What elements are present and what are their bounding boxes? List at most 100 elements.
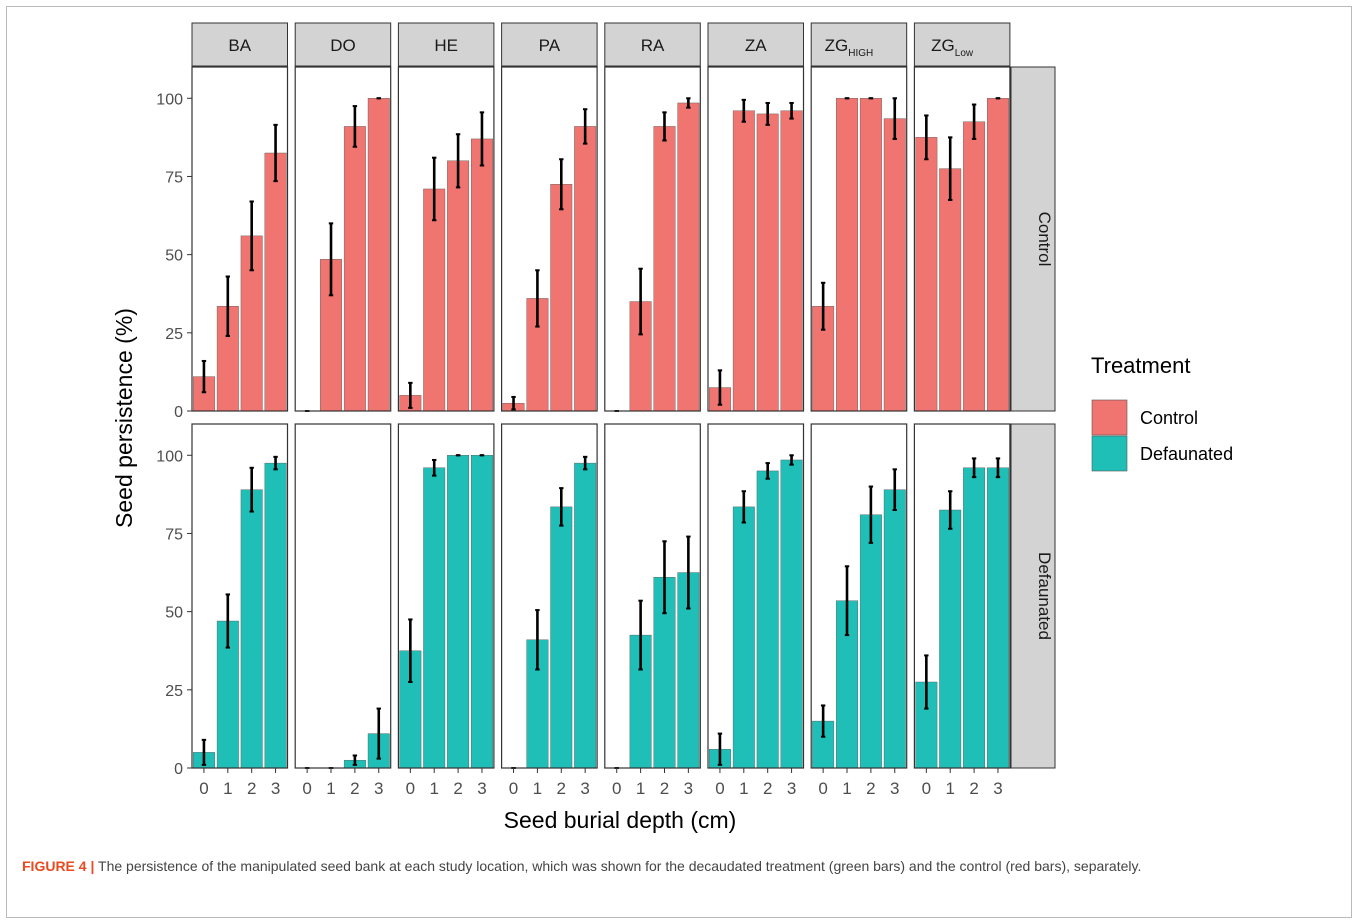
x-tick-label: 3 <box>374 779 383 798</box>
bar <box>447 160 470 412</box>
facet-label-main: DO <box>330 36 356 55</box>
y-tick-label: 25 <box>165 683 183 700</box>
facet-label-main: BA <box>228 36 251 55</box>
caption-text: The persistence of the manipulated seed … <box>98 858 1142 874</box>
facet-label-main: HE <box>434 36 458 55</box>
facet-label: BA <box>228 36 251 55</box>
bar <box>264 462 287 769</box>
facet-label-main: RA <box>641 36 665 55</box>
panel-border <box>501 423 598 769</box>
x-tick-label: 2 <box>453 779 462 798</box>
facet-label: ZA <box>745 36 767 55</box>
bar <box>859 98 882 412</box>
x-tick-label: 1 <box>533 779 542 798</box>
bar <box>264 152 287 412</box>
facet-strip <box>707 22 804 67</box>
facet-label: DO <box>330 36 356 55</box>
facet-strip <box>191 22 288 67</box>
facet-label-main: ZG <box>931 36 955 55</box>
x-tick-label: 1 <box>223 779 232 798</box>
x-tick-label: 0 <box>406 779 415 798</box>
y-tick-label: 25 <box>165 326 183 343</box>
panel-border <box>707 66 805 412</box>
x-tick-label: 0 <box>509 779 518 798</box>
panel-border <box>810 423 908 769</box>
bar <box>343 126 366 412</box>
x-tick-label: 1 <box>326 779 335 798</box>
panel-border <box>604 423 701 769</box>
x-tick-label: 0 <box>302 779 311 798</box>
legend-entry-label: Control <box>1140 408 1198 428</box>
facet-label-subscript: Low <box>955 48 974 59</box>
x-tick-label: 3 <box>787 779 796 798</box>
bar <box>883 489 906 769</box>
bar <box>367 98 390 412</box>
panel-border <box>191 423 289 769</box>
x-tick-label: 2 <box>866 779 875 798</box>
facet-label: PA <box>539 36 561 55</box>
row-strip <box>1010 66 1056 412</box>
row-strip <box>1010 423 1056 769</box>
bar <box>836 98 858 412</box>
x-tick-label: 2 <box>350 779 359 798</box>
panel-border <box>397 66 495 412</box>
legend-swatch <box>1091 435 1128 472</box>
facet-strip <box>397 22 495 67</box>
bar <box>471 455 493 769</box>
bar <box>780 110 803 412</box>
facet-label-main: ZG <box>825 36 849 55</box>
x-tick-label: 1 <box>739 779 748 798</box>
x-tick-label: 2 <box>969 779 978 798</box>
y-tick-label: 100 <box>156 448 183 465</box>
bar <box>574 462 597 769</box>
x-tick-label: 0 <box>715 779 724 798</box>
bar <box>939 168 962 412</box>
bar <box>987 98 1009 412</box>
bar <box>756 470 779 769</box>
y-tick-label: 100 <box>156 91 183 108</box>
bar <box>240 489 263 769</box>
legend-entry-label: Defaunated <box>1140 444 1233 464</box>
bar <box>756 113 779 412</box>
panel-border <box>294 66 392 412</box>
y-tick-label: 75 <box>165 169 183 186</box>
legend-title: Treatment <box>1091 353 1190 378</box>
legend-swatch <box>1091 399 1128 436</box>
bar <box>677 102 700 412</box>
facet-strip <box>501 22 598 67</box>
bar <box>423 188 446 412</box>
x-tick-label: 3 <box>580 779 589 798</box>
bar <box>732 506 755 769</box>
bar <box>550 184 573 412</box>
row-strip-label: Control <box>1035 212 1054 267</box>
bar <box>939 509 962 769</box>
x-tick-label: 0 <box>612 779 621 798</box>
bar <box>423 467 446 769</box>
y-tick-label: 0 <box>174 761 183 778</box>
facet-label: HE <box>434 36 458 55</box>
x-tick-label: 3 <box>271 779 280 798</box>
y-tick-label: 50 <box>165 605 183 622</box>
x-tick-label: 1 <box>636 779 645 798</box>
bar <box>963 467 986 769</box>
x-tick-label: 2 <box>763 779 772 798</box>
bar <box>574 126 597 412</box>
x-tick-label: 0 <box>922 779 931 798</box>
x-tick-label: 3 <box>477 779 486 798</box>
x-tick-label: 2 <box>247 779 256 798</box>
x-tick-label: 0 <box>818 779 827 798</box>
row-strip-label: Defaunated <box>1035 552 1054 640</box>
facet-strip <box>913 22 1011 67</box>
x-tick-label: 3 <box>684 779 693 798</box>
facet-strip <box>294 22 392 67</box>
faceted-bar-chart: BA DO HE PA RA ZA ZGHIGH ZGLowControlDefaunated… <box>111 22 1233 833</box>
facet-strip <box>810 22 908 67</box>
x-tick-label: 1 <box>429 779 438 798</box>
facet-label: ZGLow <box>931 36 974 59</box>
facet-label-main: PA <box>539 36 561 55</box>
bar <box>859 514 882 769</box>
y-tick-label: 50 <box>165 248 183 265</box>
x-tick-label: 0 <box>199 779 208 798</box>
y-tick-label: 0 <box>174 404 183 421</box>
bar <box>653 126 676 412</box>
